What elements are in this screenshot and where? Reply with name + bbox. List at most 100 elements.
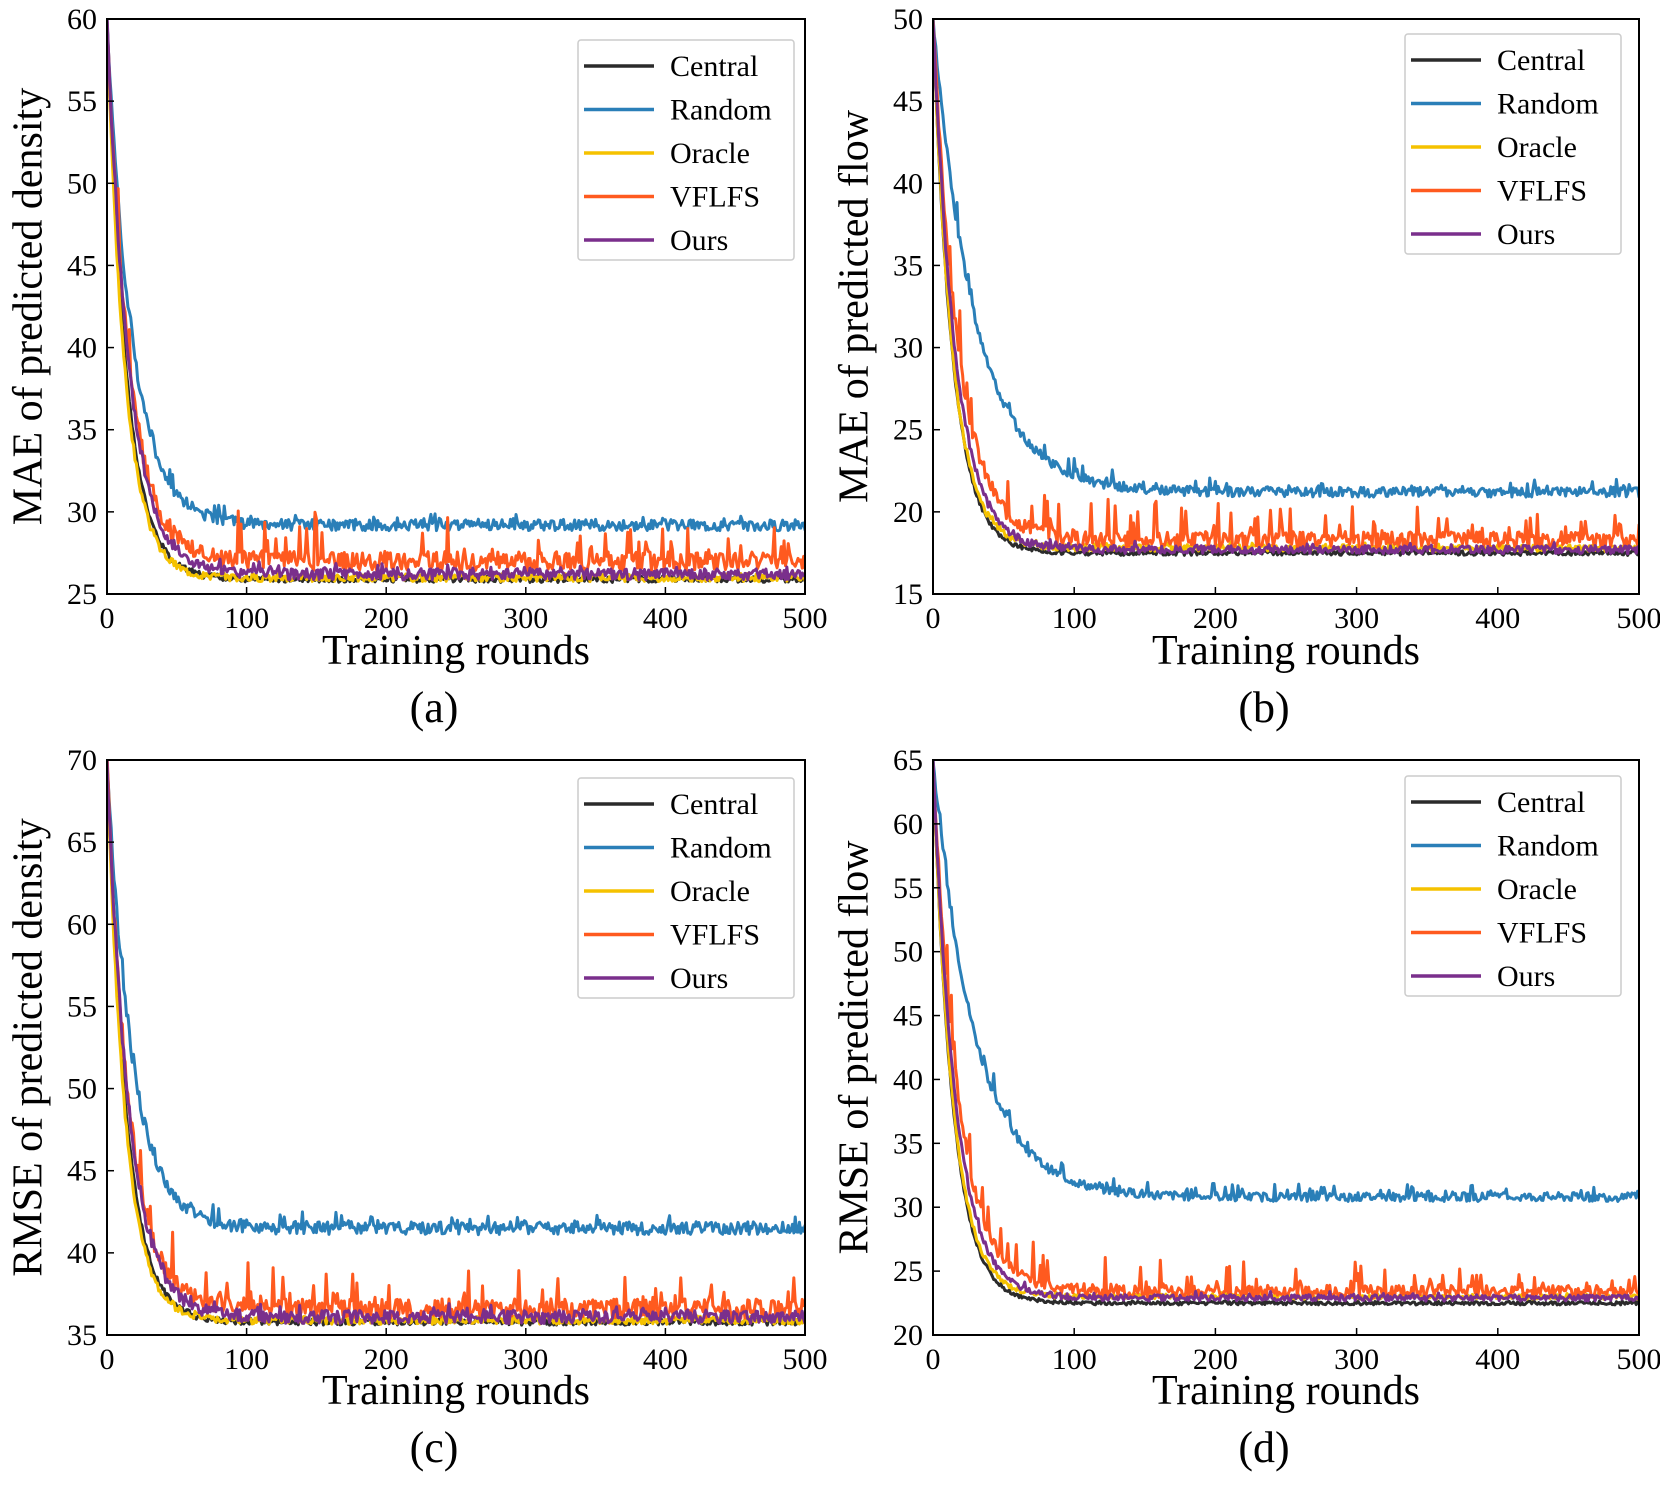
x-axis-title: Training rounds — [322, 1368, 590, 1414]
x-axis-title: Training rounds — [1152, 1368, 1420, 1414]
chart-panel-d: 0 100 200 300 400 500 20 25 30 35 40 45 50 55 60 65 Trai… — [832, 744, 1660, 1472]
y-tick-label: 65 — [67, 826, 97, 859]
x-axis-title: Training rounds — [322, 628, 590, 674]
series-group — [933, 760, 1639, 1307]
y-tick-label: 40 — [67, 1237, 97, 1270]
y-tick-label: 60 — [893, 808, 923, 841]
x-tick-label: 400 — [643, 602, 688, 635]
legend: Central Random Oracle VFLFS Ours — [1404, 33, 1622, 255]
series-line-vflfs — [107, 26, 805, 573]
panel-caption: (d) — [1238, 1423, 1289, 1472]
chart-panel-c: 0 100 200 300 400 500 35 40 45 50 55 60 65 70 Training… — [6, 744, 828, 1472]
y-tick-label: 35 — [67, 1319, 97, 1352]
x-tick-label: 0 — [926, 1343, 941, 1376]
x-tick-label: 300 — [1334, 602, 1379, 635]
x-tick-label: 400 — [643, 1343, 688, 1376]
x-tick-label: 100 — [224, 1343, 269, 1376]
x-tick-label: 200 — [1193, 602, 1238, 635]
legend: Central Random Oracle VFLFS Ours — [577, 777, 795, 999]
legend-box — [1404, 775, 1622, 997]
x-axis-title: Training rounds — [1152, 628, 1420, 674]
y-tick-label: 20 — [893, 1319, 923, 1352]
legend: Central Random Oracle VFLFS Ours — [1404, 775, 1622, 997]
x-tick-label: 0 — [100, 602, 115, 635]
y-tick-label: 55 — [67, 85, 97, 118]
legend-label-ours: Ours — [1497, 218, 1555, 251]
x-tick-label: 400 — [1475, 602, 1520, 635]
y-tick-label: 35 — [893, 249, 923, 282]
y-tick-label: 15 — [893, 578, 923, 611]
legend-label-central: Central — [1497, 786, 1585, 819]
y-tick-label: 25 — [893, 1255, 923, 1288]
y-tick-label: 35 — [67, 414, 97, 447]
y-tick-label: 50 — [893, 3, 923, 36]
legend-label-vflfs: VFLFS — [1497, 175, 1587, 208]
legend-label-central: Central — [670, 50, 758, 83]
x-tick-label: 200 — [364, 602, 409, 635]
legend-label-oracle: Oracle — [670, 137, 750, 170]
legend-label-vflfs: VFLFS — [670, 181, 760, 214]
chart-panel-a: 0 100 200 300 400 500 25 30 35 40 45 50 55 60 Training… — [6, 3, 828, 732]
x-tick-label: 200 — [1193, 1343, 1238, 1376]
legend-label-vflfs: VFLFS — [670, 919, 760, 952]
series-line-ours — [933, 19, 1639, 556]
x-tick-label: 0 — [926, 602, 941, 635]
y-tick-label: 35 — [893, 1127, 923, 1160]
y-tick-label: 60 — [67, 908, 97, 941]
y-axis-title: RMSE of predicted flow — [832, 840, 878, 1255]
y-tick-label: 45 — [893, 1000, 923, 1033]
x-tick-label: 500 — [1617, 1343, 1660, 1376]
panel-caption: (b) — [1238, 683, 1289, 732]
y-tick-label: 40 — [893, 1063, 923, 1096]
series-line-random — [107, 763, 805, 1237]
y-tick-label: 55 — [893, 872, 923, 905]
legend-label-central: Central — [1497, 44, 1585, 77]
y-axis-title: MAE of predicted flow — [832, 109, 878, 503]
x-tick-label: 300 — [503, 602, 548, 635]
x-tick-label: 0 — [100, 1343, 115, 1376]
y-tick-label: 30 — [893, 332, 923, 365]
chart-panel-b: 0 100 200 300 400 500 15 20 25 30 35 40 45 50 Training… — [832, 3, 1660, 732]
x-tick-label: 500 — [783, 1343, 828, 1376]
y-tick-label: 45 — [67, 1155, 97, 1188]
legend-label-random: Random — [1497, 830, 1599, 863]
x-tick-label: 200 — [364, 1343, 409, 1376]
x-tick-label: 500 — [1617, 602, 1660, 635]
y-tick-label: 30 — [893, 1191, 923, 1224]
plot-frame — [932, 18, 1640, 595]
plot-frame — [106, 759, 806, 1336]
y-tick-label: 50 — [67, 167, 97, 200]
y-axis-title: MAE of predicted density — [6, 88, 52, 525]
x-tick-label: 500 — [783, 602, 828, 635]
y-tick-label: 55 — [67, 990, 97, 1023]
legend-label-ours: Ours — [1497, 960, 1555, 993]
legend-label-random: Random — [670, 94, 772, 127]
legend-label-central: Central — [670, 788, 758, 821]
y-tick-label: 60 — [67, 3, 97, 36]
y-tick-label: 40 — [67, 332, 97, 365]
x-tick-label: 100 — [1052, 602, 1097, 635]
x-tick-label: 100 — [224, 602, 269, 635]
plot-frame — [106, 18, 806, 595]
legend-label-oracle: Oracle — [670, 875, 750, 908]
y-tick-label: 30 — [67, 496, 97, 529]
y-tick-label: 25 — [893, 414, 923, 447]
y-tick-label: 50 — [67, 1073, 97, 1106]
series-line-vflfs — [933, 19, 1639, 550]
y-tick-label: 45 — [893, 85, 923, 118]
series-line-random — [933, 760, 1639, 1203]
legend-label-oracle: Oracle — [1497, 873, 1577, 906]
y-tick-label: 45 — [67, 249, 97, 282]
y-tick-label: 25 — [67, 578, 97, 611]
legend-label-random: Random — [1497, 88, 1599, 121]
y-tick-label: 50 — [893, 936, 923, 969]
series-group — [107, 760, 805, 1327]
y-tick-label: 65 — [893, 744, 923, 777]
legend: Central Random Oracle VFLFS Ours — [577, 39, 795, 261]
legend-box — [577, 777, 795, 999]
x-tick-label: 400 — [1475, 1343, 1520, 1376]
x-tick-label: 300 — [1334, 1343, 1379, 1376]
series-line-random — [933, 19, 1639, 499]
series-group — [107, 19, 805, 584]
